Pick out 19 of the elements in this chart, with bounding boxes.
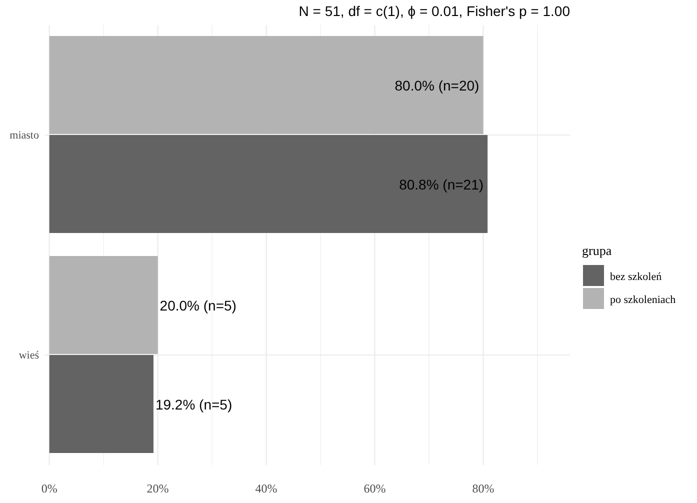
bar [49, 36, 484, 134]
y-tick-label: miasto [10, 130, 40, 142]
bar [49, 355, 154, 453]
x-tick-label: 40% [255, 481, 278, 496]
data-label: 80.8% (n=21) [399, 176, 484, 192]
bar [49, 256, 158, 354]
x-tick-label: 20% [146, 481, 169, 496]
legend-label: po szkoleniach [610, 294, 676, 306]
x-tick-label: 80% [472, 481, 494, 496]
data-label: 19.2% (n=5) [155, 396, 232, 412]
chart-subtitle: N = 51, df = c(1), ϕ = 0.01, Fisher's p = 1.00 [298, 3, 570, 19]
y-tick-label: wieś [18, 350, 39, 362]
legend-label: bez szkoleń [610, 270, 662, 283]
legend-title: grupa [582, 243, 612, 258]
bar [49, 135, 488, 233]
data-label: 20.0% (n=5) [160, 297, 236, 314]
data-label: 80.0% (n=20) [394, 77, 480, 94]
x-tick-label: 60% [364, 481, 386, 496]
x-tick-label: 0% [41, 481, 58, 496]
